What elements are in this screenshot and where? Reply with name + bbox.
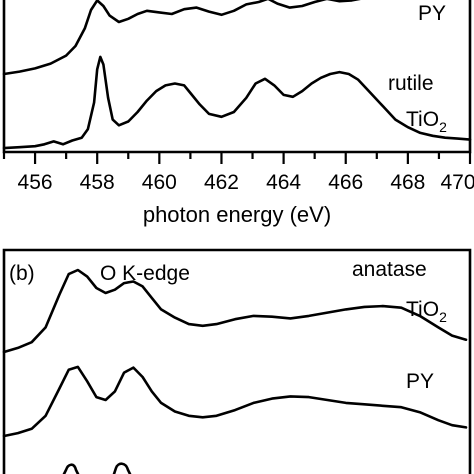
panel-b-frame bbox=[2, 248, 472, 474]
panel-a-x-axis-title: photon energy (eV) bbox=[143, 202, 331, 227]
panel-b-anatase-tio2-label: TiO2 bbox=[406, 298, 447, 325]
panel-b-edge-label: O K-edge bbox=[100, 262, 190, 285]
panel-a: PY rutile TiO2 456 458 460 462 464 466 468 470 … bbox=[2, 0, 474, 227]
x-tick-label: 460 bbox=[142, 171, 177, 194]
panel-a-py-curve bbox=[2, 0, 361, 76]
panel-a-frame bbox=[2, 0, 472, 154]
panel-b: (b) O K-edge anatase TiO2 PY bbox=[2, 248, 472, 474]
panel-b-anatase-curve bbox=[2, 268, 468, 354]
panel-b-anatase-tio-text: TiO bbox=[406, 298, 439, 321]
x-tick-label: 468 bbox=[390, 171, 425, 194]
panel-b-py-label: PY bbox=[406, 370, 434, 393]
panel-b-partial-curve bbox=[62, 462, 132, 474]
panel-a-rutile-tio-text: TiO bbox=[406, 108, 439, 131]
panel-a-rutile-label: rutile bbox=[388, 72, 434, 95]
panel-a-rutile-tio2-label: TiO2 bbox=[406, 108, 447, 135]
x-tick-label: 466 bbox=[328, 171, 363, 194]
panel-b-label: (b) bbox=[9, 262, 35, 285]
x-tick-label: 456 bbox=[18, 171, 53, 194]
panel-b-anatase-subscript: 2 bbox=[439, 309, 447, 325]
x-tick-label: 458 bbox=[80, 171, 115, 194]
panel-a-rutile-curve bbox=[2, 55, 472, 150]
x-tick-label: 462 bbox=[204, 171, 239, 194]
panel-a-x-ticks bbox=[2, 152, 472, 164]
x-tick-label: 470 bbox=[440, 171, 474, 194]
x-tick-label: 464 bbox=[266, 171, 301, 194]
panel-b-py-curve bbox=[2, 365, 468, 438]
panel-a-rutile-subscript: 2 bbox=[439, 119, 447, 135]
panel-a-x-tick-labels: 456 458 460 462 464 466 468 470 bbox=[18, 171, 474, 194]
panel-a-py-label: PY bbox=[418, 2, 446, 25]
panel-b-anatase-label: anatase bbox=[352, 258, 427, 281]
